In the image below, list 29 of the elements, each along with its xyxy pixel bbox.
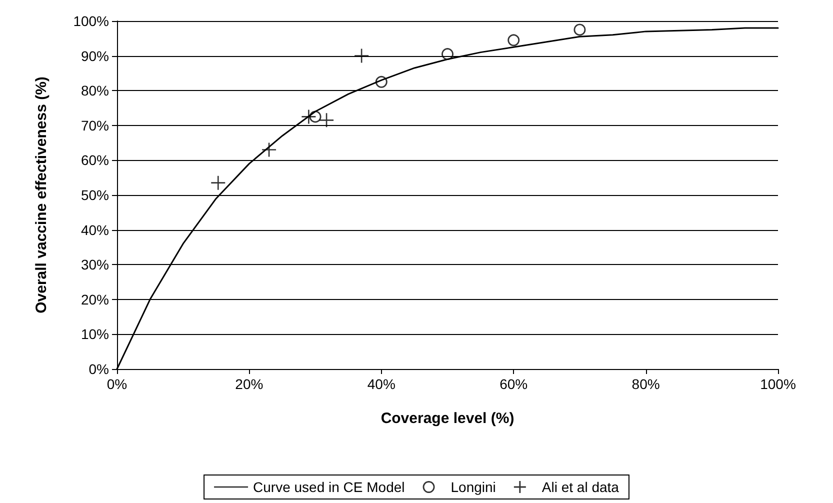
x-tick-label: 80% bbox=[632, 376, 660, 392]
y-tick-label: 80% bbox=[80, 82, 109, 99]
legend-label: Ali et al data bbox=[542, 479, 620, 495]
y-tick-label: 30% bbox=[80, 256, 109, 273]
y-tick-label: 70% bbox=[80, 117, 109, 134]
y-tick-label: 100% bbox=[73, 13, 109, 29]
y-tick-label: 40% bbox=[80, 222, 109, 238]
legend-label: Curve used in CE Model bbox=[253, 479, 405, 495]
y-tick-label: 50% bbox=[80, 187, 109, 203]
x-tick-label: 40% bbox=[367, 376, 396, 392]
y-axis-title: Overall vaccine effectiveness (%) bbox=[33, 76, 50, 314]
point bbox=[210, 175, 226, 190]
point bbox=[301, 109, 316, 124]
y-tick-label: 90% bbox=[80, 48, 109, 64]
y-tick-label: 10% bbox=[80, 326, 109, 342]
x-axis-title: Coverage level (%) bbox=[380, 410, 514, 427]
point bbox=[318, 112, 334, 128]
x-tick-label: 20% bbox=[235, 376, 264, 392]
x-tick-label: 60% bbox=[500, 376, 528, 392]
point bbox=[354, 48, 370, 64]
point bbox=[261, 142, 277, 158]
point bbox=[574, 24, 586, 36]
y-tick-label: 20% bbox=[80, 291, 109, 308]
y-tick-label: 60% bbox=[80, 152, 109, 168]
y-tick-label: 0% bbox=[88, 361, 109, 377]
x-tick-label: 100% bbox=[760, 376, 796, 392]
point bbox=[508, 34, 520, 46]
x-tick-label: 0% bbox=[106, 376, 128, 392]
legend-label: Longini bbox=[450, 479, 496, 495]
